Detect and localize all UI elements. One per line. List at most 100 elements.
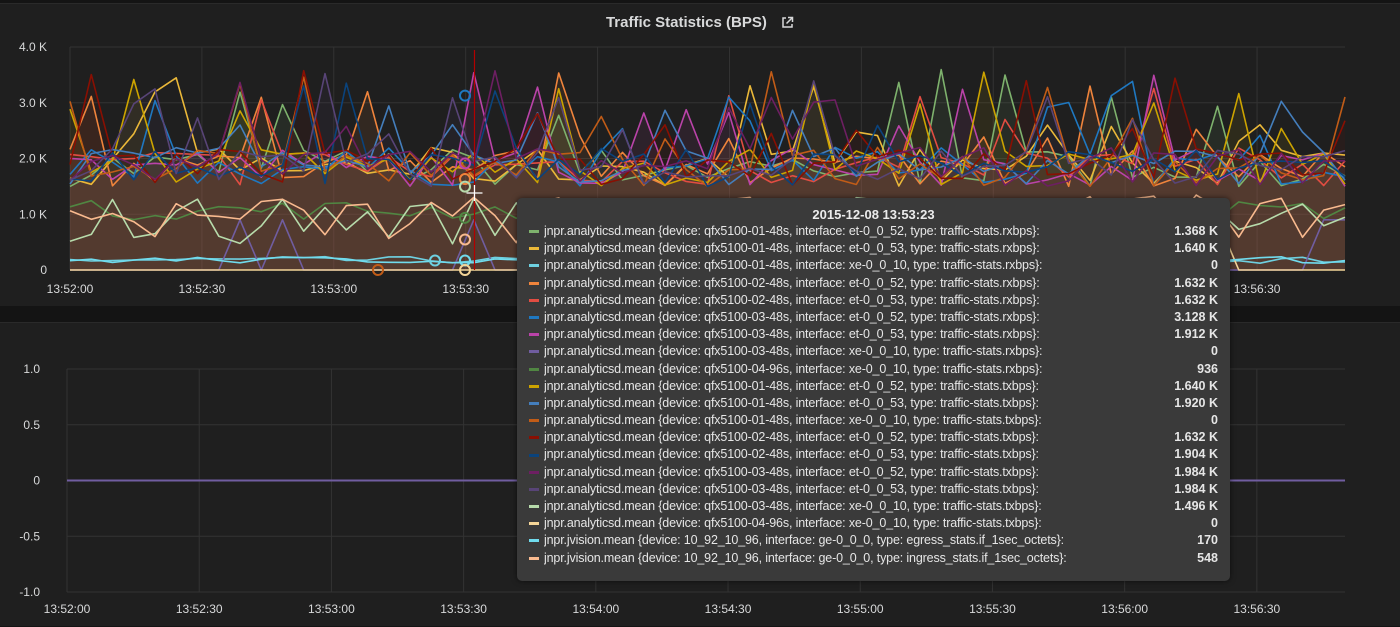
tooltip-series-name: jnpr.jvision.mean {device: 10_92_10_96, … [544,533,1064,548]
tooltip-row: jnpr.analyticsd.mean {device: qfx5100-03… [529,326,1218,343]
hover-point [459,211,471,224]
tooltip-series-list: jnpr.analyticsd.mean {device: qfx5100-01… [529,223,1218,567]
tooltip-row: jnpr.analyticsd.mean {device: qfx5100-02… [529,429,1218,446]
tooltip-timestamp: 2015-12-08 13:53:23 [812,207,935,222]
series-color-swatch [529,522,539,526]
tooltip-series-value: 0 [1211,516,1218,531]
tooltip-row: jnpr.analyticsd.mean {device: qfx5100-01… [529,412,1218,429]
x-tick-label: 13:52:30 [176,602,223,616]
series-color-swatch [529,401,539,405]
tooltip-series-name: jnpr.analyticsd.mean {device: qfx5100-02… [544,447,1039,462]
tooltip-row: jnpr.jvision.mean {device: 10_92_10_96, … [529,550,1218,567]
tooltip-series-value: 1.904 K [1174,447,1218,462]
tooltip-row: jnpr.analyticsd.mean {device: qfx5100-01… [529,223,1218,240]
tooltip-series-name: jnpr.analyticsd.mean {device: qfx5100-02… [544,292,1040,307]
tooltip-row: jnpr.analyticsd.mean {device: qfx5100-03… [529,464,1218,481]
tooltip-series-value: 1.632 K [1174,430,1218,445]
x-tick-label: 13:54:00 [572,602,619,616]
x-tick-label: 13:56:00 [1101,602,1148,616]
series-color-swatch [529,281,539,285]
series-line [69,82,1346,188]
tooltip-row: jnpr.analyticsd.mean {device: qfx5100-04… [529,361,1218,378]
tooltip-series-name: jnpr.analyticsd.mean {device: qfx5100-03… [544,309,1040,324]
x-tick-label: 13:55:30 [969,602,1016,616]
x-tick-label: 13:53:00 [310,282,357,296]
x-tick-label: 13:56:30 [1234,602,1281,616]
y-tick-label: 1.0 [23,362,40,376]
y-tick-label: 0.5 [23,418,40,432]
y-tick-label: -0.5 [19,529,40,543]
series-color-swatch [529,384,539,388]
tooltip-row: jnpr.analyticsd.mean {device: qfx5100-04… [529,515,1218,532]
series-color-swatch [529,298,539,302]
tooltip-row: jnpr.analyticsd.mean {device: qfx5100-01… [529,378,1218,395]
tooltip-row: jnpr.analyticsd.mean {device: qfx5100-02… [529,446,1218,463]
tooltip-series-value: 1.984 K [1174,464,1218,479]
series-line [69,100,1346,186]
series-line [69,72,1346,188]
x-tick-label: 13:56:30 [1234,282,1281,296]
hover-point [459,233,471,246]
tooltip-row: jnpr.analyticsd.mean {device: qfx5100-03… [529,481,1218,498]
tooltip-series-value: 170 [1197,533,1218,548]
tooltip-row: jnpr.analyticsd.mean {device: qfx5100-01… [529,395,1218,412]
series-color-swatch [529,316,539,320]
crosshair-icon [466,185,483,201]
panel-title-text[interactable]: Traffic Statistics (BPS) [605,14,767,31]
tooltip-series-name: jnpr.analyticsd.mean {device: qfx5100-02… [544,430,1039,445]
tooltip-row: jnpr.analyticsd.mean {device: qfx5100-03… [529,309,1218,326]
tooltip-row: jnpr.analyticsd.mean {device: qfx5100-03… [529,498,1218,515]
tooltip-row: jnpr.analyticsd.mean {device: qfx5100-01… [529,240,1218,257]
y-axis: 0 1.0 K 2.0 K 3.0 K 4.0 K [19,40,47,277]
hover-point [429,254,441,267]
tooltip-series-value: 0 [1211,344,1218,359]
tooltip-row: jnpr.jvision.mean {device: 10_92_10_96, … [529,532,1218,549]
external-link-icon[interactable] [781,16,794,33]
hover-tooltip: 2015-12-08 13:53:23 jnpr.analyticsd.mean… [517,198,1230,581]
x-axis: 13:52:00 13:52:30 13:53:00 13:53:30 13:54:00… [44,602,1281,616]
tooltip-row: jnpr.analyticsd.mean {device: qfx5100-02… [529,275,1218,292]
tooltip-series-value: 1.640 K [1174,378,1218,393]
hover-point [459,157,471,170]
tooltip-series-value: 1.368 K [1174,224,1218,238]
x-tick-label: 13:52:00 [44,602,91,616]
tooltip-series-value: 548 [1197,550,1218,565]
series-color-swatch [529,487,539,491]
tooltip-series-name: jnpr.analyticsd.mean {device: qfx5100-02… [544,275,1040,290]
series-color-swatch [529,367,539,371]
tooltip-series-name: jnpr.analyticsd.mean {device: qfx5100-03… [544,481,1039,496]
tooltip-row: jnpr.analyticsd.mean {device: qfx5100-02… [529,292,1218,309]
tooltip-series-value: 1.632 K [1174,292,1218,307]
tooltip-series-value: 1.632 K [1174,275,1218,290]
x-tick-label: 13:53:30 [440,602,487,616]
series-color-swatch [529,230,539,234]
y-tick-label: 2.0 K [19,152,47,166]
x-tick-label: 13:53:00 [308,602,355,616]
tooltip-series-value: 936 [1197,361,1218,376]
tooltip-series-value: 1.912 K [1174,327,1218,342]
y-tick-label: 0 [33,474,40,488]
series-line [69,72,1346,187]
tooltip-series-value: 0 [1211,413,1218,428]
y-axis: -1.0 -0.5 0 0.5 1.0 [19,362,40,599]
tooltip-row: jnpr.analyticsd.mean {device: qfx5100-01… [529,257,1218,274]
panel-title[interactable]: Traffic Statistics (BPS) [0,14,1400,33]
tooltip-series-name: jnpr.analyticsd.mean {device: qfx5100-03… [544,344,1043,359]
series-color-swatch [529,247,539,251]
tooltip-series-name: jnpr.jvision.mean {device: 10_92_10_96, … [544,550,1067,565]
tooltip-series-value: 3.128 K [1174,309,1218,324]
series-color-swatch [529,556,539,560]
hover-point [459,264,471,276]
x-tick-label: 13:52:00 [47,282,94,296]
hover-point [459,89,471,102]
series-color-swatch [529,453,539,457]
y-tick-label: 1.0 K [19,207,47,221]
series-color-swatch [529,264,539,268]
hover-point [459,180,471,193]
series-line [69,69,1346,186]
y-tick-label: -1.0 [19,585,40,599]
tooltip-series-name: jnpr.analyticsd.mean {device: qfx5100-01… [544,413,1042,428]
x-tick-label: 13:54:30 [705,602,752,616]
series-color-swatch [529,539,539,543]
tooltip-series-value: 1.496 K [1174,499,1218,513]
